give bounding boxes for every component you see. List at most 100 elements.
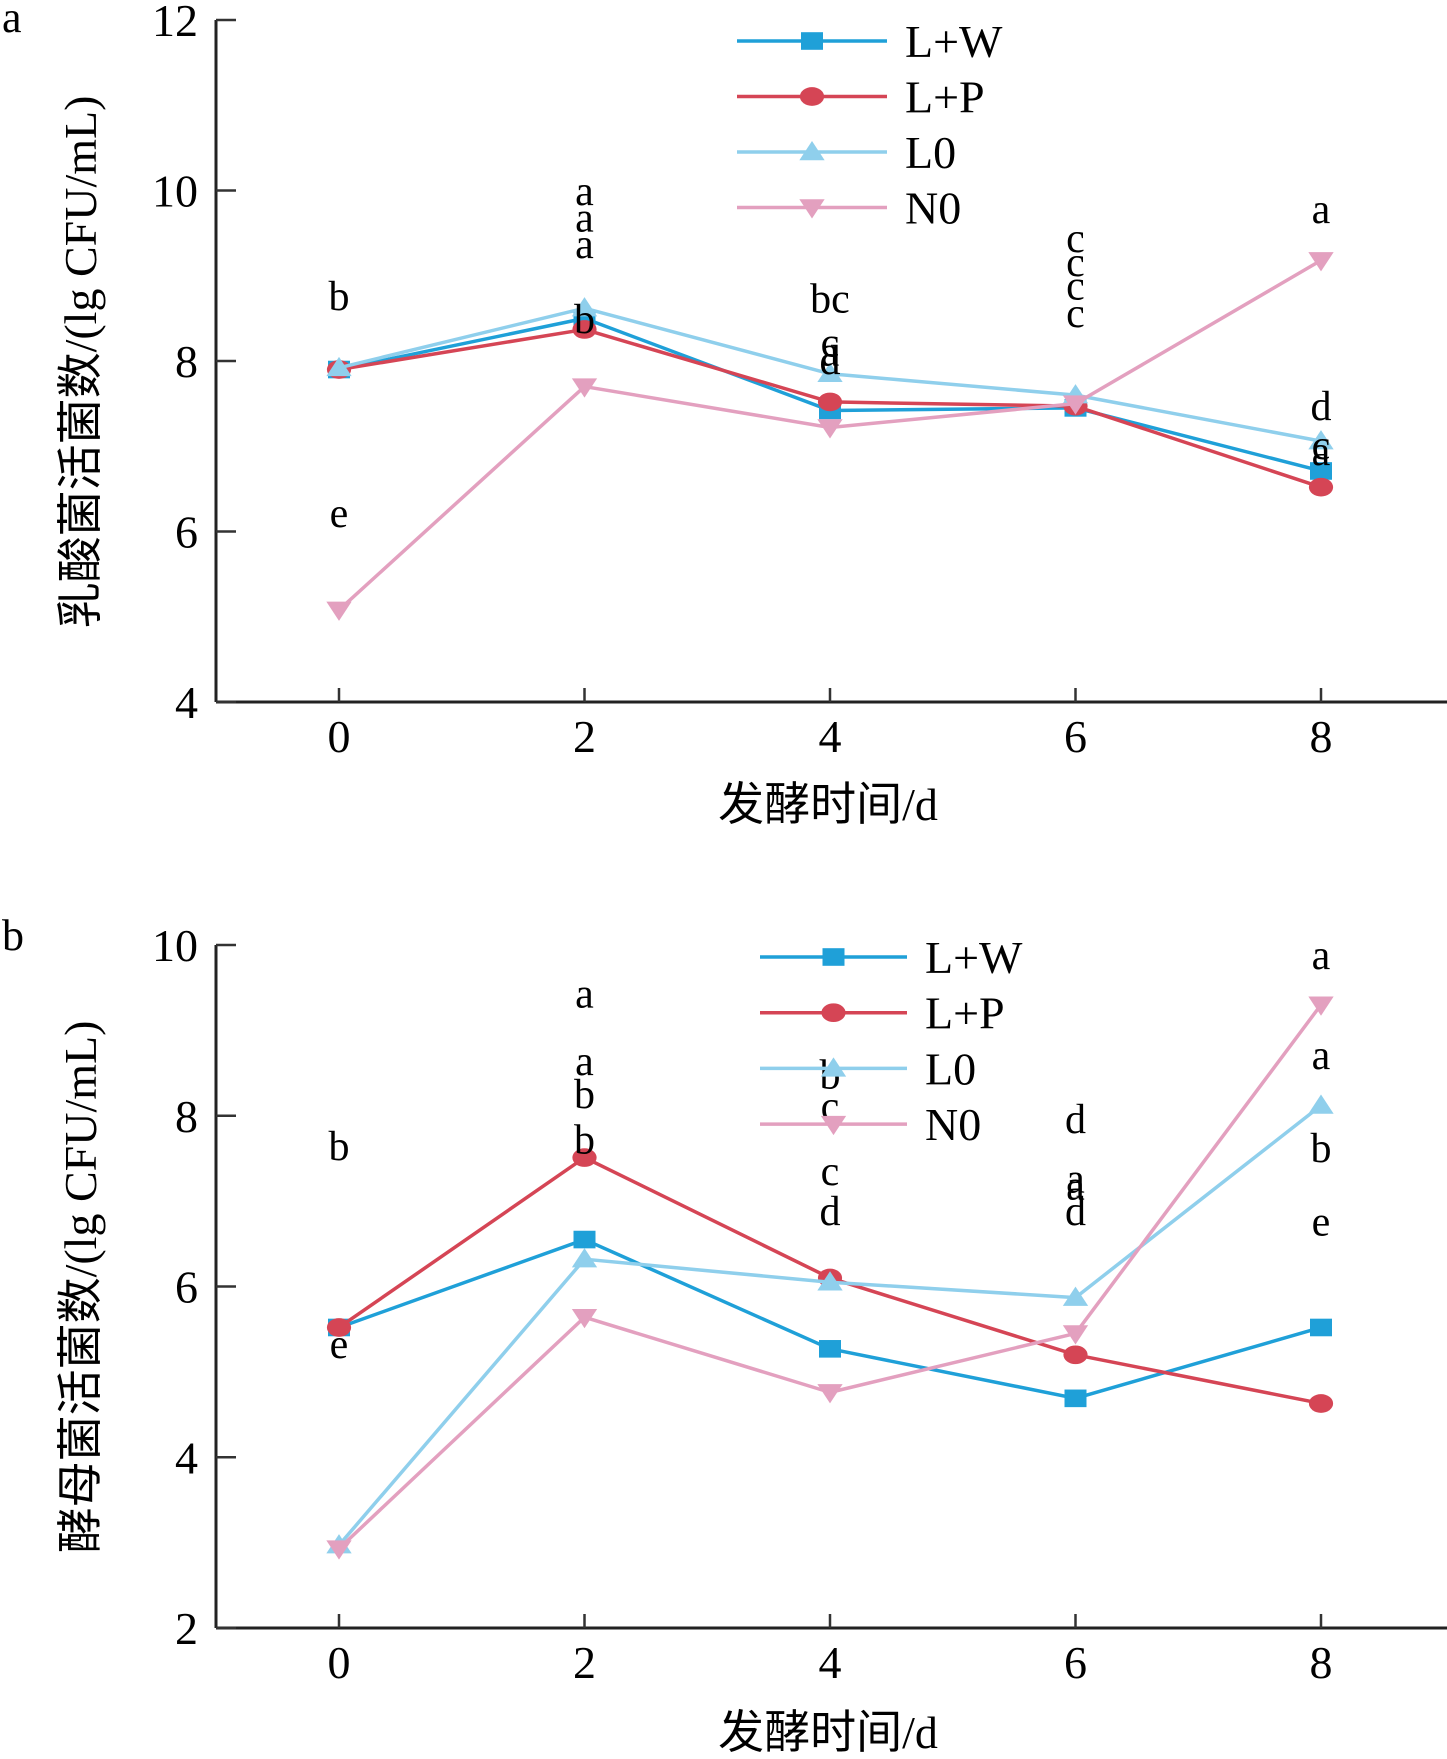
x-tick-label: 0 <box>328 711 351 762</box>
data-point <box>819 1340 841 1358</box>
data-point <box>817 1271 843 1291</box>
y-tick-label: 2 <box>175 1603 198 1654</box>
x-tick-label: 8 <box>1310 1637 1333 1688</box>
significance-label: b <box>574 1072 595 1118</box>
legend-marker-triangle-up-icon <box>799 141 825 161</box>
significance-label: d <box>820 338 841 384</box>
y-tick-label: 8 <box>175 1091 198 1142</box>
x-tick-label: 2 <box>573 711 596 762</box>
legend-label: L+P <box>905 72 985 123</box>
significance-label: a <box>1312 429 1331 475</box>
y-tick-label: 6 <box>175 507 198 558</box>
legend-marker-square-icon <box>801 32 823 50</box>
legend-item: N0 <box>760 1099 981 1150</box>
data-point <box>1064 1389 1087 1408</box>
significance-label: c <box>821 321 840 367</box>
panel-a: a 乳酸菌活菌数/(lg CFU/mL) 发酵时间/d 4 6 8 10 12 0 2 4 6 8… <box>2 0 1447 830</box>
x-axis-title-a: 发酵时间/d <box>718 779 938 830</box>
significance-label: c <box>821 1149 840 1195</box>
data-point <box>326 356 352 377</box>
data-point <box>1308 1394 1334 1413</box>
data-point <box>1310 1318 1332 1337</box>
significance-label: a <box>575 1039 594 1085</box>
significance-label: c <box>1066 216 1085 262</box>
significance-label: c <box>1066 291 1085 337</box>
data-point <box>1062 1286 1089 1306</box>
legend-item: L0 <box>737 127 956 178</box>
data-point <box>1308 430 1334 450</box>
legend-marker-triangle-up-icon <box>820 1057 847 1077</box>
significance-label: d <box>1311 384 1332 430</box>
data-point <box>572 320 597 339</box>
y-tick-label: 6 <box>175 1262 198 1313</box>
legend-item: L+P <box>760 988 1005 1039</box>
y-tick-label: 10 <box>152 166 198 217</box>
significance-label: b <box>574 1117 595 1163</box>
data-point <box>817 362 843 383</box>
legend-marker-circle-icon <box>799 87 825 106</box>
significance-label: e <box>330 491 349 537</box>
significance-label: d <box>1065 1097 1086 1143</box>
data-point <box>571 1308 598 1329</box>
data-point <box>326 1318 352 1337</box>
significance-label: a <box>1312 187 1331 233</box>
significance-label: e <box>330 1322 349 1368</box>
data-point <box>573 1230 596 1249</box>
legend-item: L0 <box>760 1043 976 1094</box>
y-axis-title-a: 乳酸菌活菌数/(lg CFU/mL) <box>55 96 106 629</box>
significance-label: a <box>575 971 594 1017</box>
data-point <box>326 601 352 621</box>
legend-item: L+W <box>760 932 1023 983</box>
data-point <box>1308 252 1334 272</box>
significance-label: e <box>1312 1199 1331 1245</box>
y-tick-label: 12 <box>152 0 198 46</box>
significance-label: a <box>1066 1163 1085 1209</box>
x-tick-label: 6 <box>1064 1637 1087 1688</box>
panel-b: b 酵母菌活菌数/(lg CFU/mL) 发酵时间/d 2 4 6 8 10 0 2 4 6 8 b… <box>2 911 1447 1758</box>
significance-label: b <box>1311 1126 1332 1172</box>
legend-label: N0 <box>905 183 961 234</box>
data-point <box>1062 1325 1089 1345</box>
legend-label: L+P <box>925 988 1005 1039</box>
series-n0 <box>326 252 1334 621</box>
significance-label: a <box>1312 933 1331 979</box>
legend-item: N0 <box>737 183 961 234</box>
legend-label: L0 <box>925 1043 976 1094</box>
x-tick-label: 8 <box>1310 711 1333 762</box>
y-tick-label: 4 <box>175 1432 198 1483</box>
data-point <box>817 419 843 439</box>
legend-label: N0 <box>925 1099 981 1150</box>
data-point <box>571 1248 598 1268</box>
significance-label: bc <box>810 276 850 322</box>
x-tick-label: 6 <box>1064 711 1087 762</box>
data-point <box>571 297 598 317</box>
series-l0 <box>326 297 1334 450</box>
legend-marker-square-icon <box>822 948 845 966</box>
data-point <box>571 378 598 398</box>
significance-label: c <box>1312 423 1331 469</box>
data-point <box>1308 1094 1334 1114</box>
significance-label: c <box>1066 264 1085 310</box>
y-tick-label: 8 <box>175 336 198 387</box>
significance-label: a <box>1066 1157 1085 1203</box>
x-tick-label: 0 <box>328 1637 351 1688</box>
significance-label: b <box>329 1124 350 1170</box>
x-axis-title-b: 发酵时间/d <box>718 1707 938 1758</box>
significance-label: d <box>1065 1189 1086 1235</box>
data-point <box>1310 462 1332 480</box>
significance-label: a <box>1312 1033 1331 1079</box>
y-tick-label: 10 <box>152 920 198 971</box>
significance-label: a <box>821 329 840 375</box>
legend-label: L+W <box>905 16 1003 67</box>
legend-marker-triangle-down-icon <box>799 199 825 219</box>
x-tick-label: 2 <box>573 1637 596 1688</box>
data-point <box>1308 477 1334 497</box>
legend-item: L+W <box>737 16 1003 67</box>
significance-label: b <box>329 274 350 320</box>
x-tick-label: 4 <box>819 1637 842 1688</box>
data-point <box>326 1540 352 1560</box>
y-axis-title-b: 酵母菌活菌数/(lg CFU/mL) <box>55 1021 106 1554</box>
